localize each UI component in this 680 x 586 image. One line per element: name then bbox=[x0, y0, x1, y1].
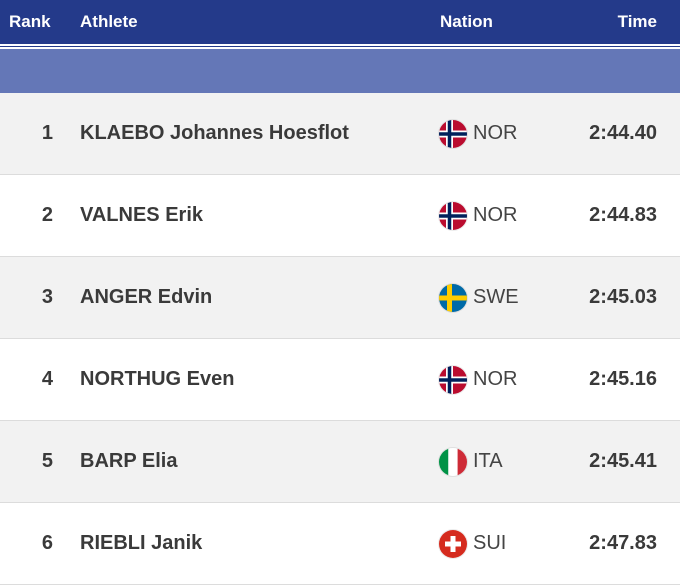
time-cell: 2:45.16 bbox=[589, 368, 657, 390]
time-cell: 2:44.83 bbox=[589, 204, 657, 226]
nation-cell: NOR bbox=[439, 93, 517, 174]
athlete-name[interactable]: RIEBLI Janik bbox=[80, 532, 203, 554]
table-row[interactable]: 5 BARP Elia ITA 2:45.41 bbox=[0, 421, 680, 503]
rank-cell: 5 bbox=[41, 450, 53, 472]
subheader-bar bbox=[0, 49, 680, 93]
nation-cell: ITA bbox=[439, 421, 503, 502]
italy-flag-icon bbox=[439, 447, 467, 476]
rank-cell: 1 bbox=[41, 122, 53, 144]
nation-code: ITA bbox=[473, 450, 503, 472]
athlete-name[interactable]: BARP Elia bbox=[80, 450, 178, 472]
nation-column-header[interactable]: Nation bbox=[440, 12, 493, 31]
norway-flag-icon bbox=[439, 201, 467, 230]
nation-code: NOR bbox=[473, 204, 518, 226]
nation-code: SWE bbox=[473, 286, 519, 308]
sweden-flag-icon bbox=[439, 283, 467, 312]
athlete-name[interactable]: ANGER Edvin bbox=[80, 286, 213, 308]
rank-cell: 6 bbox=[41, 532, 53, 554]
header-divider bbox=[0, 44, 680, 49]
time-column-header[interactable]: Time bbox=[617, 12, 657, 31]
nation-cell: NOR bbox=[439, 175, 517, 256]
table-row[interactable]: 4 NORTHUG Even NOR 2:45.16 bbox=[0, 339, 680, 421]
nation-cell: SWE bbox=[439, 257, 519, 338]
nation-cell: NOR bbox=[439, 339, 517, 420]
time-cell: 2:44.40 bbox=[589, 122, 657, 144]
table-header: Rank Athlete Nation Time bbox=[0, 0, 680, 44]
table-row[interactable]: 2 VALNES Erik NOR 2:44.83 bbox=[0, 175, 680, 257]
rank-cell: 2 bbox=[41, 204, 53, 226]
time-cell: 2:45.03 bbox=[589, 286, 657, 308]
athlete-name[interactable]: VALNES Erik bbox=[80, 204, 203, 226]
nation-code: NOR bbox=[473, 368, 518, 390]
switzerland-flag-icon bbox=[439, 529, 467, 558]
rank-cell: 4 bbox=[41, 368, 53, 390]
norway-flag-icon bbox=[439, 119, 467, 148]
results-rows: 1 KLAEBO Johannes Hoesflot NOR 2:44.40 2… bbox=[0, 93, 680, 585]
athlete-column-header[interactable]: Athlete bbox=[80, 12, 138, 31]
table-row[interactable]: 6 RIEBLI Janik SUI 2:47.83 bbox=[0, 503, 680, 585]
time-cell: 2:47.83 bbox=[589, 532, 657, 554]
norway-flag-icon bbox=[439, 365, 467, 394]
athlete-name[interactable]: KLAEBO Johannes Hoesflot bbox=[80, 122, 349, 144]
athlete-name[interactable]: NORTHUG Even bbox=[80, 368, 235, 390]
rank-column-header[interactable]: Rank bbox=[9, 12, 51, 31]
time-cell: 2:45.41 bbox=[589, 450, 657, 472]
table-row[interactable]: 1 KLAEBO Johannes Hoesflot NOR 2:44.40 bbox=[0, 93, 680, 175]
table-row[interactable]: 3 ANGER Edvin SWE 2:45.03 bbox=[0, 257, 680, 339]
nation-code: SUI bbox=[473, 532, 507, 554]
rank-cell: 3 bbox=[41, 286, 53, 308]
nation-code: NOR bbox=[473, 122, 518, 144]
nation-cell: SUI bbox=[439, 503, 506, 584]
